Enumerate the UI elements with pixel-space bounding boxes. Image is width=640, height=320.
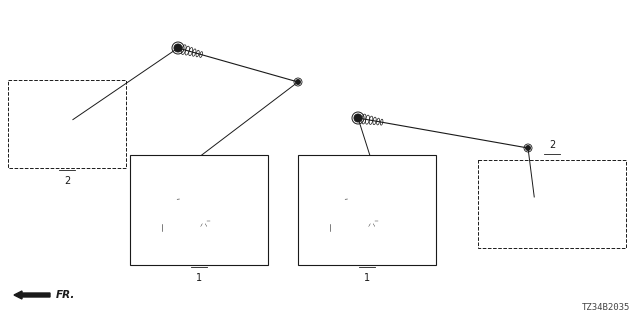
Text: 2: 2 [64, 176, 70, 186]
Text: TZ34B2035: TZ34B2035 [582, 303, 630, 312]
Bar [8, 80, 126, 168]
Bar [130, 155, 268, 265]
Bar [478, 160, 626, 248]
Text: 2: 2 [549, 140, 555, 150]
Text: FR.: FR. [56, 290, 76, 300]
Bar [298, 155, 436, 265]
Circle shape [296, 79, 301, 84]
Circle shape [525, 146, 531, 150]
FancyArrow shape [14, 291, 50, 299]
Text: 1: 1 [364, 273, 370, 283]
Circle shape [354, 114, 362, 122]
Text: 1: 1 [196, 273, 202, 283]
Circle shape [174, 44, 182, 52]
